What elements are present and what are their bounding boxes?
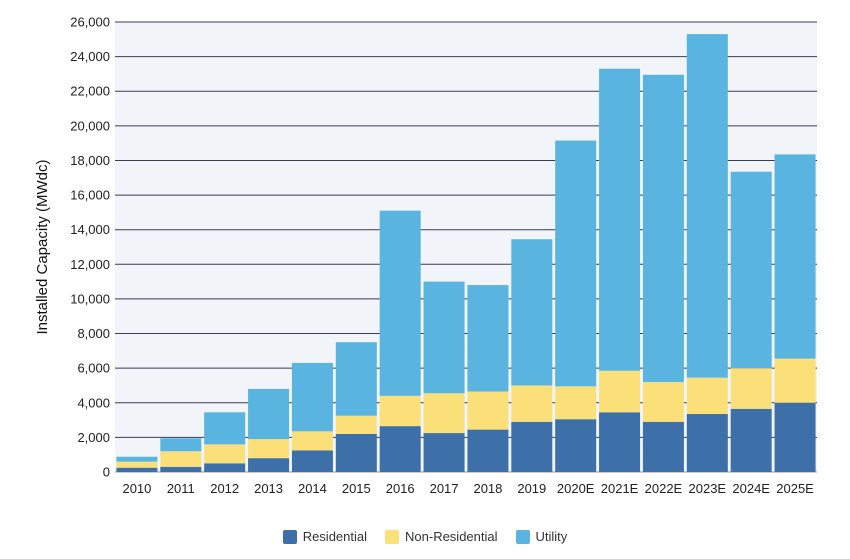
bar-residential-2011 xyxy=(160,466,202,472)
y-tick-label: 20,000 xyxy=(70,118,110,133)
bar-residential-2015 xyxy=(335,433,377,472)
legend-item-utility: Utility xyxy=(515,529,568,544)
bar-utility-2013 xyxy=(248,388,290,440)
bar-residential-2025e xyxy=(774,402,816,472)
bar-non-residential-2016 xyxy=(379,395,421,427)
bar-non-residential-2024e xyxy=(730,368,772,409)
bar-utility-2011 xyxy=(160,438,202,452)
y-axis-label: Installed Capacity (MWdc) xyxy=(34,159,51,334)
legend-item-residential: Residential xyxy=(282,529,368,544)
x-tick-label: 2015 xyxy=(342,481,371,496)
y-tick-label: 16,000 xyxy=(70,188,110,203)
stacked-bar-chart: 0 2,000 4,000 6,000 8,000 10,000 12,000 14,000 1… xyxy=(34,15,817,496)
bar-utility-2017 xyxy=(423,281,465,394)
bar-non-residential-2025e xyxy=(774,358,816,403)
bar-utility-2012 xyxy=(204,412,246,445)
bar-residential-2019 xyxy=(511,421,553,472)
x-axis-ticks: 2010 2011 2012 2013 2014 2015 2016 2017 2018 2019… xyxy=(122,481,814,496)
y-tick-label: 10,000 xyxy=(70,291,110,306)
bar-utility-2019 xyxy=(511,239,553,386)
legend-label-residential: Residential xyxy=(302,529,368,544)
bar-residential-2021e xyxy=(599,412,641,472)
x-tick-label: 2023E xyxy=(689,481,727,496)
x-tick-label: 2025E xyxy=(776,481,814,496)
bar-non-residential-2017 xyxy=(423,393,465,434)
bar-utility-2018 xyxy=(467,285,509,392)
legend-swatch-non-residential xyxy=(385,529,400,544)
bar-utility-2015 xyxy=(335,342,377,416)
x-tick-label: 2018 xyxy=(473,481,502,496)
x-tick-label: 2010 xyxy=(122,481,151,496)
bars xyxy=(116,34,816,472)
bar-residential-2017 xyxy=(423,433,465,472)
bar-non-residential-2021e xyxy=(599,370,641,413)
x-tick-label: 2014 xyxy=(298,481,327,496)
bar-utility-2025e xyxy=(774,154,816,359)
bar-non-residential-2020e xyxy=(555,386,597,420)
bar-utility-2023e xyxy=(686,34,728,378)
y-tick-label: 12,000 xyxy=(70,257,110,272)
x-tick-label: 2021E xyxy=(601,481,639,496)
bar-non-residential-2014 xyxy=(291,431,333,451)
legend-swatch-utility xyxy=(515,529,530,544)
y-tick-label: 4,000 xyxy=(77,395,110,410)
bar-utility-2014 xyxy=(291,362,333,432)
x-tick-label: 2016 xyxy=(386,481,415,496)
y-tick-label: 0 xyxy=(103,465,110,480)
x-tick-label: 2012 xyxy=(210,481,239,496)
bar-residential-2018 xyxy=(467,429,509,472)
bar-residential-2012 xyxy=(204,463,246,472)
bar-utility-2020e xyxy=(555,140,597,387)
y-axis-ticks: 0 2,000 4,000 6,000 8,000 10,000 12,000 14,000 1… xyxy=(70,15,110,480)
legend-label-utility: Utility xyxy=(535,529,568,544)
bar-utility-2024e xyxy=(730,171,772,369)
x-tick-label: 2019 xyxy=(517,481,546,496)
y-tick-label: 14,000 xyxy=(70,222,110,237)
bar-residential-2024e xyxy=(730,408,772,472)
x-tick-label: 2022E xyxy=(645,481,683,496)
x-tick-label: 2017 xyxy=(430,481,459,496)
bar-utility-2021e xyxy=(599,68,641,371)
bar-utility-2016 xyxy=(379,210,421,396)
bar-non-residential-2019 xyxy=(511,385,553,422)
bar-residential-2020e xyxy=(555,419,597,472)
bar-non-residential-2022e xyxy=(642,382,684,422)
x-tick-label: 2011 xyxy=(167,481,195,496)
x-tick-label: 2020E xyxy=(557,481,595,496)
y-tick-label: 22,000 xyxy=(70,84,110,99)
legend: Residential Non-Residential Utility xyxy=(0,529,850,544)
bar-non-residential-2018 xyxy=(467,391,509,430)
y-tick-label: 6,000 xyxy=(77,361,110,376)
y-tick-label: 24,000 xyxy=(70,49,110,64)
bar-non-residential-2023e xyxy=(686,377,728,415)
bar-non-residential-2010 xyxy=(116,461,158,468)
bar-residential-2016 xyxy=(379,426,421,472)
x-tick-label: 2024E xyxy=(732,481,770,496)
x-tick-label: 2013 xyxy=(254,481,283,496)
bar-residential-2010 xyxy=(116,467,158,472)
bar-utility-2010 xyxy=(116,456,158,462)
bar-non-residential-2015 xyxy=(335,415,377,434)
legend-label-non-residential: Non-Residential xyxy=(405,529,498,544)
bar-non-residential-2011 xyxy=(160,451,202,467)
bar-non-residential-2012 xyxy=(204,444,246,464)
y-tick-label: 8,000 xyxy=(77,326,110,341)
y-tick-label: 26,000 xyxy=(70,15,110,30)
bar-residential-2013 xyxy=(248,458,290,472)
y-tick-label: 18,000 xyxy=(70,153,110,168)
bar-residential-2014 xyxy=(291,450,333,472)
legend-swatch-residential xyxy=(282,529,297,544)
y-tick-label: 2,000 xyxy=(77,430,110,445)
bar-residential-2022e xyxy=(642,421,684,472)
bar-utility-2022e xyxy=(642,74,684,383)
bar-residential-2023e xyxy=(686,414,728,472)
bar-non-residential-2013 xyxy=(248,439,290,459)
legend-item-non-residential: Non-Residential xyxy=(385,529,498,544)
